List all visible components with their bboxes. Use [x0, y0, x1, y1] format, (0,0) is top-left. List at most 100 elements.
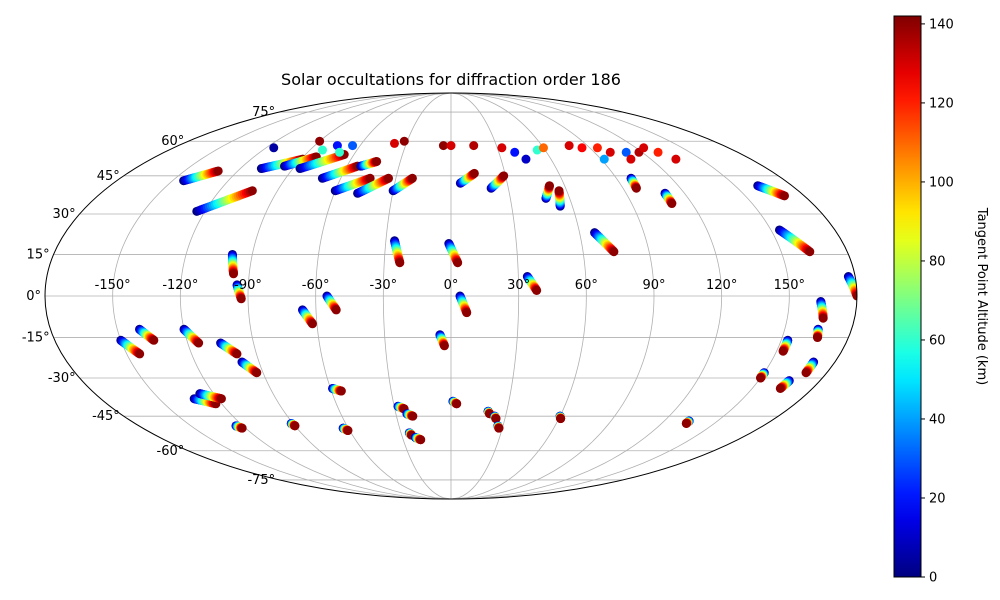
longitude-gridline: [450, 92, 520, 500]
colorbar-tick-label: 80: [929, 254, 946, 269]
occultation-point: [491, 414, 501, 424]
occultation-point: [452, 399, 462, 409]
occultation-point: [389, 138, 399, 148]
longitude-gridline: [315, 92, 452, 500]
occultation-point: [469, 141, 479, 151]
occultation-point: [399, 136, 409, 146]
colorbar-label: Tangent Point Altitude (km): [974, 207, 989, 385]
occultation-point: [494, 423, 504, 433]
longitude-gridline: [450, 92, 587, 500]
occultation-point: [577, 143, 587, 153]
latitude-tick-label: -15°: [22, 331, 50, 346]
latitude-tick-label: 30°: [53, 207, 76, 222]
colorbar-tick-label: 120: [929, 96, 954, 111]
occultation-point: [812, 333, 822, 343]
colorbar: 0 20 40 60 80 100 120 140 Tangent Point Altitud…: [893, 15, 989, 586]
occultation-point: [544, 181, 554, 191]
colorbar-gradient: [893, 15, 922, 578]
data-points: [116, 136, 857, 445]
occultation-point: [499, 171, 509, 181]
latitude-tick-label: -75°: [247, 473, 275, 488]
occultation-point: [532, 285, 542, 295]
occultation-point: [237, 423, 247, 433]
occultation-point: [671, 154, 681, 164]
occultation-point: [631, 183, 641, 193]
occultation-point: [609, 247, 619, 257]
occultation-point: [780, 191, 789, 201]
longitude-tick-label: 120°: [706, 278, 737, 293]
occultation-point: [592, 143, 602, 153]
longitude-tick-label: 30°: [507, 278, 530, 293]
latitude-tick-label: -30°: [48, 371, 76, 386]
occultation-point: [216, 394, 226, 404]
colorbar-tick-label: 60: [929, 333, 946, 348]
colorbar-tick-label: 140: [929, 17, 954, 32]
occultation-point: [252, 368, 262, 378]
occultation-point: [667, 199, 677, 209]
longitude-gridline: [450, 92, 655, 500]
occultation-point: [232, 349, 242, 359]
occultation-point: [453, 258, 463, 268]
occultation-point: [462, 308, 472, 318]
longitude-gridline: [450, 92, 790, 500]
occultation-point: [317, 145, 327, 155]
longitude-tick-labels: -150° -120° -90° -60° -30° 0° 30° 60° 90° 120° 150…: [95, 278, 805, 293]
occultation-point: [229, 269, 239, 279]
longitude-tick-label: -90°: [234, 278, 262, 293]
occultation-point: [343, 426, 353, 436]
occultation-point: [599, 154, 609, 164]
longitude-tick-label: 90°: [642, 278, 665, 293]
occultation-point: [247, 186, 257, 196]
occultation-point: [564, 141, 574, 151]
longitude-gridline: [112, 92, 452, 500]
occultation-point: [307, 319, 317, 329]
latitude-tick-label: 0°: [26, 289, 41, 304]
latitude-tick-label: 15°: [27, 247, 50, 262]
occultation-point: [135, 349, 145, 359]
occultation-point: [365, 173, 375, 183]
colorbar-tick-label: 100: [929, 175, 954, 190]
longitude-tick-label: -120°: [162, 278, 198, 293]
occultation-point: [213, 166, 223, 176]
occultation-point: [778, 346, 788, 356]
occultation-point: [605, 147, 615, 157]
occultation-point: [372, 156, 382, 166]
occultation-point: [269, 143, 279, 153]
occultation-point: [510, 147, 520, 157]
occultation-point: [626, 154, 636, 164]
longitude-tick-label: 0°: [444, 278, 459, 293]
occultation-point: [554, 186, 564, 196]
graticule: [45, 92, 857, 500]
occultation-point: [315, 136, 325, 146]
occultation-point: [408, 411, 418, 421]
colorbar-ticks: 0 20 40 60 80 100 120 140: [921, 17, 954, 586]
occultation-point: [446, 141, 456, 151]
occultation-point: [335, 147, 344, 157]
longitude-tick-label: -30°: [369, 278, 397, 293]
latitude-tick-label: 75°: [252, 105, 275, 120]
occultation-point: [439, 341, 449, 351]
occultation-point: [805, 247, 815, 257]
latitude-tick-label: 60°: [161, 134, 184, 149]
occultation-point: [336, 386, 346, 396]
longitude-tick-label: -60°: [302, 278, 330, 293]
occultation-point: [416, 435, 426, 445]
occultation-point: [331, 305, 341, 315]
occultation-point: [469, 168, 479, 178]
latitude-tick-label: 45°: [97, 169, 120, 184]
longitude-tick-label: 60°: [575, 278, 598, 293]
occultation-point: [818, 313, 828, 323]
occultation-point: [348, 141, 358, 151]
occultation-point: [639, 143, 649, 153]
occultation-point: [801, 368, 811, 378]
occultation-point: [852, 291, 857, 301]
occultation-point: [395, 258, 405, 268]
chart-title: Solar occultations for diffraction order…: [281, 70, 621, 89]
colorbar-tick-label: 0: [929, 571, 937, 586]
longitude-tick-label: 150°: [774, 278, 805, 293]
occultation-point: [538, 143, 548, 153]
occultation-point: [521, 154, 531, 164]
occultation-point: [497, 143, 507, 153]
